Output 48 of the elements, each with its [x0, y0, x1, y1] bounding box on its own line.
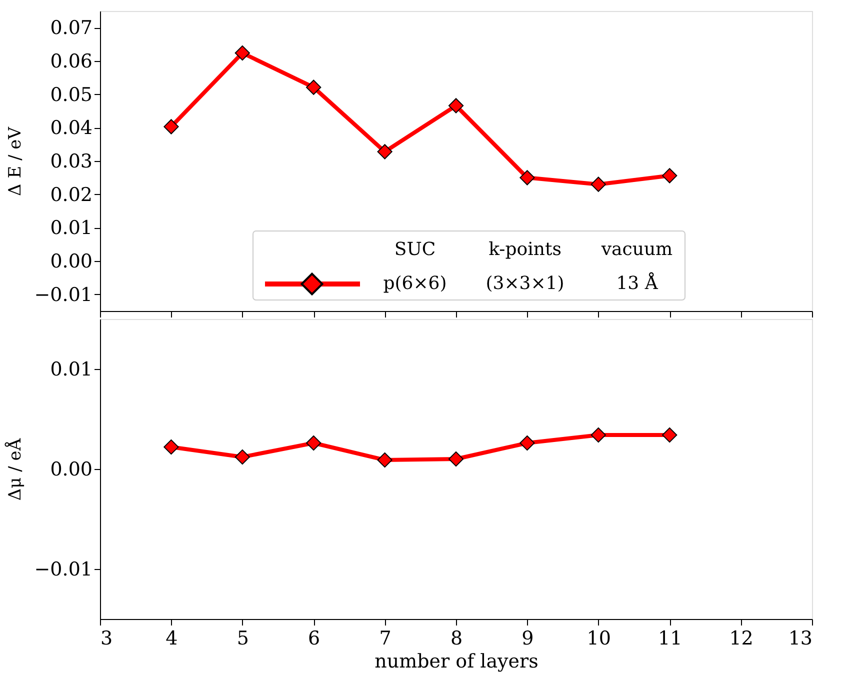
x-tick-label: 12: [729, 628, 754, 650]
point: [377, 144, 392, 160]
x-tick-label: 5: [236, 628, 249, 650]
y-tick-label: 0.01: [50, 358, 92, 380]
y-tick-label: 0.06: [50, 50, 92, 72]
y-tick-label: 0.05: [50, 84, 92, 106]
text: p(6×6): [383, 273, 447, 294]
x-tick-label: 11: [658, 628, 682, 650]
x-tick-label: 6: [308, 628, 320, 650]
y-tick-label: 0.02: [50, 184, 92, 206]
y-tick-label: −0.01: [34, 558, 92, 580]
point: [448, 98, 464, 114]
y-tick-label: −0.01: [34, 284, 92, 306]
point: [164, 119, 179, 134]
y-tick-label: 0.01: [50, 217, 92, 240]
x-tick-label: 13: [788, 628, 812, 650]
point: [306, 435, 322, 451]
x-tick-label: 7: [379, 628, 392, 650]
point: [234, 449, 250, 465]
y-axis-title: Δμ / eÅ: [4, 438, 26, 501]
point: [234, 45, 250, 61]
annotation: (3×3×1): [486, 273, 564, 294]
y-tick-label: 0.00: [50, 250, 92, 272]
y-tick-label: 0.04: [50, 117, 92, 140]
annotation: vacuum: [600, 239, 673, 260]
x-tick-label: 4: [166, 628, 178, 650]
y-tick-label: 0.03: [50, 150, 92, 172]
point: [520, 170, 535, 186]
x-tick-label: 3: [100, 628, 113, 650]
x-tick-label: 8: [450, 628, 463, 650]
annotation: k-points: [488, 239, 562, 260]
annotation: SUC: [394, 239, 436, 260]
y-axis-title: Δ E / eV: [5, 126, 26, 196]
point: [590, 176, 606, 192]
point: [448, 451, 464, 467]
point: [164, 439, 179, 455]
point: [590, 427, 606, 443]
y-tick-label: 0.07: [50, 17, 92, 40]
x-tick-label: 10: [586, 628, 611, 650]
point: [377, 452, 392, 468]
point: [662, 168, 678, 184]
annotation: 13 Å: [616, 272, 659, 294]
x-axis-title: number of layers: [374, 650, 538, 672]
point: [520, 435, 535, 451]
y-tick-label: 0.00: [50, 458, 92, 480]
x-tick-label: 9: [522, 628, 534, 650]
point: [662, 427, 678, 443]
point: [306, 80, 322, 95]
